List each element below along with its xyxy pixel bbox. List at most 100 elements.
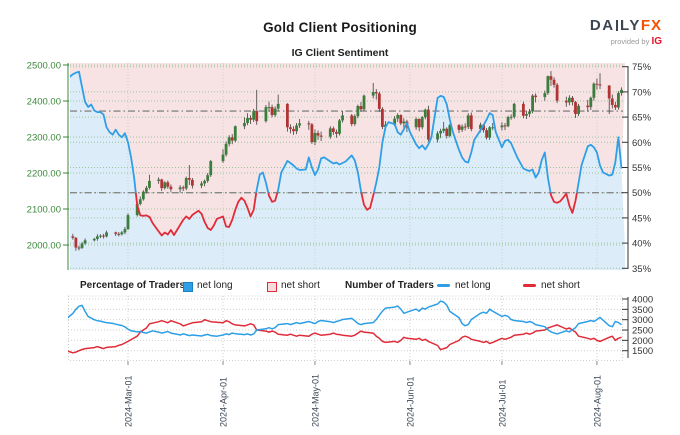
candle <box>246 113 249 126</box>
candle <box>469 112 473 132</box>
legend-net-short-label: net short <box>281 280 320 291</box>
price-tick-label: 2500.00 <box>27 61 61 72</box>
candle <box>190 178 194 189</box>
candle <box>264 104 268 123</box>
candle <box>95 234 99 241</box>
date-axis: 2024-Mar-01 2024-Apr-01 2024-May-01 2024-Ju… <box>124 361 602 427</box>
price-tick-label: 2000.00 <box>27 241 61 252</box>
candle <box>528 108 531 117</box>
candle <box>506 115 510 128</box>
candle <box>99 234 102 239</box>
traders-tick-label: 2000 <box>632 336 653 347</box>
candle <box>577 103 580 117</box>
candle <box>270 104 274 118</box>
chart-legend: Percentage of Traders net long net short… <box>0 280 680 294</box>
candle <box>417 118 421 132</box>
candle <box>460 124 464 132</box>
candle <box>488 126 492 140</box>
legend-net-short-swatch <box>267 282 277 292</box>
candle <box>380 107 384 130</box>
candle <box>567 95 571 106</box>
logo-i-bar-icon <box>615 20 618 31</box>
candle <box>83 238 87 245</box>
candle <box>163 181 167 190</box>
traders-line-net-short <box>68 318 622 354</box>
candle <box>491 122 495 131</box>
reference-lines <box>70 110 623 194</box>
candle <box>181 185 185 191</box>
candle <box>414 117 418 130</box>
candle <box>549 71 553 86</box>
candle <box>206 173 210 183</box>
sentiment-line-net-short <box>134 192 578 237</box>
candle <box>255 89 259 125</box>
candle <box>141 190 145 201</box>
candle <box>249 115 252 125</box>
candle <box>328 126 332 139</box>
candle <box>331 126 335 135</box>
percent-tick-label: 65% <box>632 113 652 124</box>
price-tick-label: 2400.00 <box>27 97 61 108</box>
candle <box>310 122 314 144</box>
candle <box>371 83 375 99</box>
legend-net-long-label: net long <box>197 280 233 291</box>
percent-tick-label: 70% <box>632 87 652 98</box>
candle <box>292 126 295 135</box>
candle <box>448 123 452 138</box>
candle <box>74 237 78 251</box>
traders-line-net-long <box>68 300 622 337</box>
candle <box>420 116 424 130</box>
candle <box>564 96 568 107</box>
price-gridlines <box>70 64 623 246</box>
candlesticks <box>71 71 623 251</box>
candle <box>209 160 213 177</box>
candle <box>512 102 516 119</box>
candle <box>227 135 231 147</box>
sentiment-line-net-long <box>70 70 623 193</box>
candle <box>123 227 127 235</box>
traders-chart <box>68 295 623 361</box>
percent-tick-label: 45% <box>632 213 652 224</box>
price-tick-label: 2100.00 <box>27 205 61 216</box>
candle <box>442 121 446 134</box>
candle <box>503 122 507 131</box>
candle <box>531 94 534 114</box>
candle <box>184 176 188 191</box>
price-tick-label: 2200.00 <box>27 169 61 180</box>
candle <box>457 124 461 134</box>
candle <box>613 101 617 110</box>
candle <box>276 94 280 111</box>
traders-tick-label: 4000 <box>632 295 653 306</box>
candle <box>77 245 81 251</box>
traders-tick-label: 3500 <box>632 305 653 316</box>
month-label: 2024-Mar-01 <box>124 375 134 427</box>
percent-tick-label: 55% <box>632 163 652 174</box>
candle <box>200 181 203 189</box>
candle <box>359 102 363 112</box>
candle <box>160 178 164 191</box>
candle <box>71 233 75 240</box>
candle <box>307 120 311 130</box>
month-label: 2024-Jun-01 <box>405 376 415 427</box>
percent-axis: 75% 70% 65% 60% 55% 50% 45% 40% 35% <box>622 62 652 275</box>
candle <box>586 99 590 112</box>
price-axis: 2500.00 2400.00 2300.00 2200.00 2100.00 2000.… <box>27 61 69 270</box>
month-label: 2024-Aug-01 <box>592 375 602 427</box>
candle <box>399 114 403 126</box>
candle <box>592 82 596 101</box>
candle <box>500 122 504 131</box>
candle <box>555 83 559 104</box>
legend-traders-long-dash-icon <box>437 284 450 287</box>
candle <box>157 177 161 184</box>
month-label: 2024-Jul-01 <box>497 379 507 427</box>
candle <box>338 119 341 136</box>
candle <box>166 180 170 189</box>
legend-percentage-label: Percentage of Traders <box>80 280 186 291</box>
candle <box>169 184 173 192</box>
candle <box>273 106 277 117</box>
candle <box>485 128 489 140</box>
page-title: Gold Client Positioning <box>263 20 417 35</box>
candle <box>589 96 593 110</box>
candle <box>114 231 118 236</box>
